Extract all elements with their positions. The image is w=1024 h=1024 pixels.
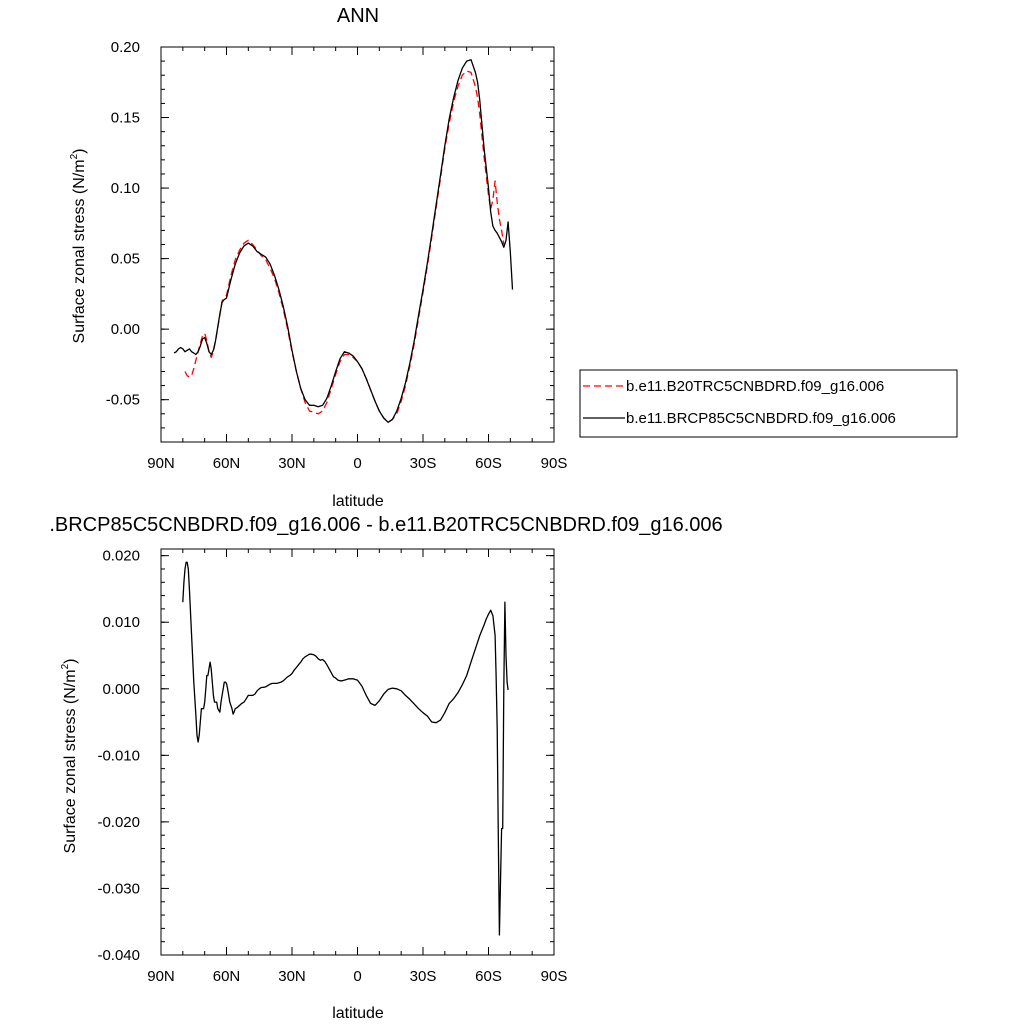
bottom-chart-title: .BRCP85C5CNBDRD.f09_g16.006 - b.e11.B20T… (49, 514, 722, 536)
top-y-tick-label: 0.00 (111, 321, 140, 338)
top-x-tick-label: 30N (278, 455, 306, 472)
top-x-tick-label: 60N (213, 455, 241, 472)
bottom-x-tick-label: 90S (541, 968, 568, 985)
top-series-lines (173, 59, 514, 423)
top-x-tick-label: 90N (147, 455, 175, 472)
top-y-tick-label: 0.20 (111, 39, 140, 56)
bottom-plot-frame (160, 548, 555, 956)
bottom-axes: 90N 60N 30N 0 30S 60S 90S -0.040 -0.030 -0.020 -0.… (97, 548, 567, 985)
legend-label-series-2: b.e11.BRCP85C5CNBDRD.f09_g16.006 (626, 410, 896, 427)
bottom-x-tick-label: 60S (475, 968, 502, 985)
top-x-axis-title: latitude (332, 493, 384, 510)
bottom-x-tick-label: 90N (147, 968, 175, 985)
top-y-axis-title-sup: 2 (69, 153, 80, 159)
svg-text:Surface zonal stress (N/m2): Surface zonal stress (N/m2) (69, 149, 88, 344)
top-y-axis-title-text: Surface zonal stress (N/m (71, 159, 88, 343)
top-y-tick-label: 0.05 (111, 251, 140, 268)
top-x-tick-label: 0 (353, 455, 361, 472)
bottom-y-axis-title-close: ) (62, 659, 79, 664)
bottom-y-axis-title-sup: 2 (60, 663, 71, 669)
top-chart-panel: ANN Surface zonal stress (N/m2) latitude… (69, 5, 567, 510)
legend: b.e11.B20TRC5CNBDRD.f09_g16.006 b.e11.BR… (579, 369, 958, 438)
bottom-chart-panel: .BRCP85C5CNBDRD.f09_g16.006 - b.e11.B20T… (49, 514, 722, 1022)
bottom-y-tick-label: -0.020 (97, 814, 140, 831)
top-y-axis-title-close: ) (71, 149, 88, 154)
bottom-x-tick-label: 60N (213, 968, 241, 985)
top-y-axis-title: Surface zonal stress (N/m2) (69, 149, 88, 344)
bottom-y-tick-label: -0.010 (97, 747, 140, 764)
bottom-y-tick-label: 0.020 (102, 548, 140, 565)
bottom-y-axis-title: Surface zonal stress (N/m2) (60, 659, 79, 854)
bottom-x-tick-label: 0 (353, 968, 361, 985)
top-chart-title: ANN (337, 5, 379, 27)
top-y-tick-label: 0.10 (111, 180, 140, 197)
bottom-y-tick-label: -0.040 (97, 947, 140, 964)
top-axes: 90N 60N 30N 0 30S 60S 90S -0.05 0.00 0.05 0.10 0.15… (106, 39, 568, 472)
bottom-x-axis-title: latitude (332, 1005, 384, 1022)
bottom-series-line-1 (182, 561, 509, 936)
bottom-y-tick-label: 0.010 (102, 614, 140, 631)
bottom-y-tick-label: 0.000 (102, 681, 140, 698)
top-series-line-2 (173, 59, 514, 423)
bottom-x-tick-label: 30N (278, 968, 306, 985)
top-x-tick-label: 90S (541, 455, 568, 472)
top-x-tick-label: 30S (410, 455, 437, 472)
bottom-series-lines (182, 561, 509, 936)
top-y-tick-label: 0.15 (111, 110, 140, 127)
bottom-x-tick-label: 30S (410, 968, 437, 985)
legend-label-series-1: b.e11.B20TRC5CNBDRD.f09_g16.006 (626, 378, 884, 395)
legend-box (579, 369, 958, 438)
top-x-tick-label: 60S (475, 455, 502, 472)
svg-text:Surface zonal stress (N/m2): Surface zonal stress (N/m2) (60, 659, 79, 854)
bottom-y-tick-label: -0.030 (97, 880, 140, 897)
top-plot-frame (160, 46, 555, 443)
top-series-line-1 (184, 70, 505, 423)
top-y-tick-label: -0.05 (106, 392, 140, 409)
bottom-y-axis-title-text: Surface zonal stress (N/m (62, 669, 79, 853)
